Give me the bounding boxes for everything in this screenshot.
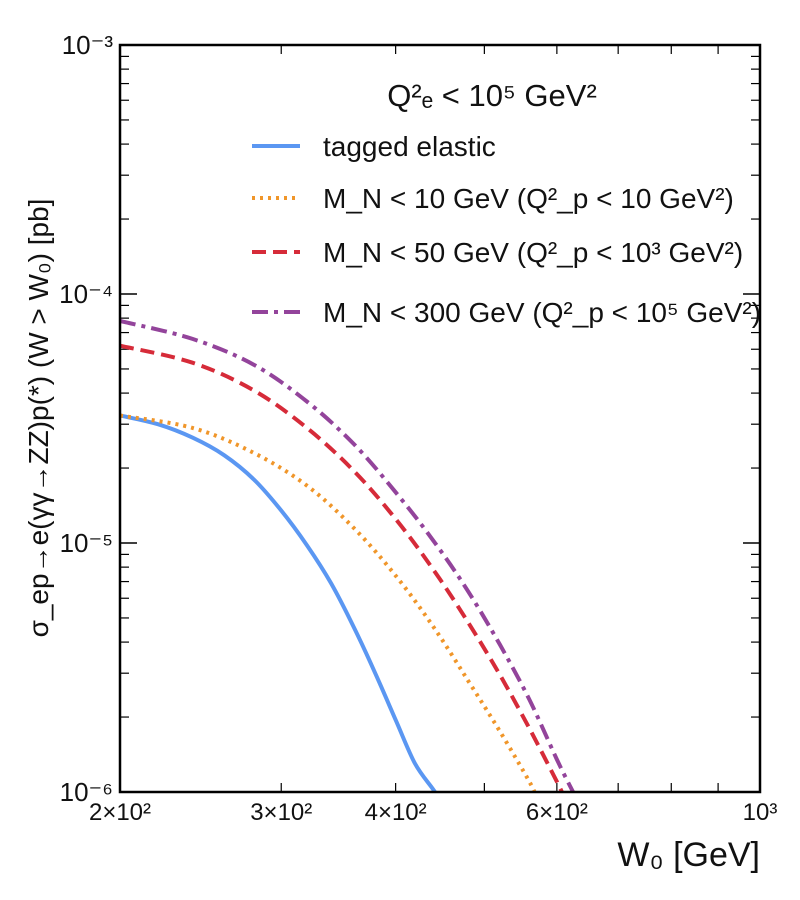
x-tick-label: 3×10² [250, 799, 312, 826]
y-tick-label: 10⁻⁶ [60, 777, 113, 807]
legend: tagged elastic M_N < 10 GeV (Q²_p < 10 Ge… [252, 131, 761, 328]
plot-frame [118, 43, 762, 794]
x-tick-label: 10³ [743, 799, 778, 826]
series-line-3 [120, 318, 575, 792]
legend-title: Q²ₑ < 10⁵ GeV² [387, 78, 597, 113]
series-layer [120, 318, 575, 792]
x-tick-labels: 2×10² 3×10² 4×10² 6×10² 10³ [89, 799, 777, 826]
x-tick-label: 4×10² [365, 799, 427, 826]
y-tick-label: 10⁻⁵ [60, 528, 113, 558]
x-tick-label: 2×10² [89, 799, 151, 826]
y-tick-label: 10⁻⁴ [59, 279, 113, 309]
minor-ticks [119, 45, 761, 792]
y-tick-label: 10⁻³ [62, 30, 114, 60]
series-line-1 [120, 413, 537, 792]
legend-label-0: tagged elastic [323, 131, 496, 162]
series-line-0 [120, 413, 438, 792]
x-tick-label: 6×10² [526, 799, 588, 826]
x-axis-label: W₀ [GeV] [617, 836, 760, 874]
y-axis-label: σ_ep→e(γγ→ZZ)p(*) (W > W₀) [pb] [23, 199, 54, 638]
legend-label-3: M_N < 300 GeV (Q²_p < 10⁵ GeV²) [323, 297, 761, 328]
legend-label-2: M_N < 50 GeV (Q²_p < 10³ GeV²) [323, 237, 743, 268]
y-tick-labels: 10⁻⁶ 10⁻⁵ 10⁻⁴ 10⁻³ [59, 30, 113, 807]
legend-label-1: M_N < 10 GeV (Q²_p < 10 GeV²) [323, 183, 734, 214]
series-line-2 [120, 343, 565, 792]
